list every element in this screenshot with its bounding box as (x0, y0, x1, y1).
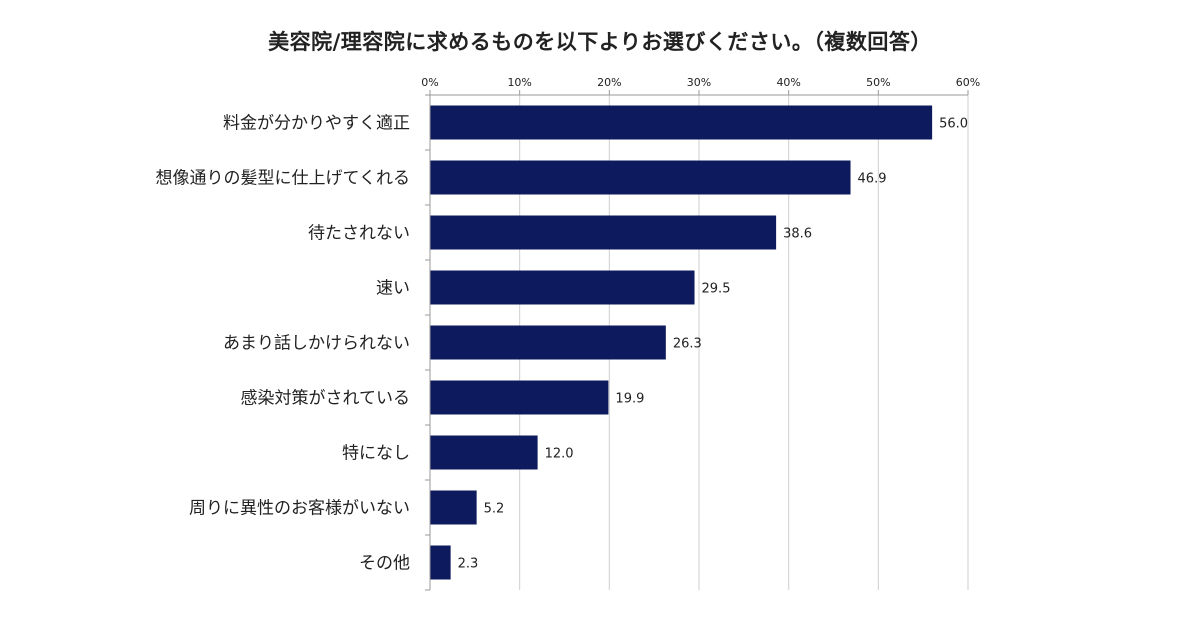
value-label: 56.0 (939, 117, 968, 132)
label-layer: 料金が分かりやすく適正 56.0 想像通りの髪型に仕上げてくれる 46.9 待たされない… (156, 114, 969, 574)
bar (430, 545, 451, 580)
bar (430, 435, 538, 470)
category-label: 周りに異性のお客様がいない (189, 499, 410, 519)
x-tick-label: 60% (956, 76, 980, 89)
value-label: 19.9 (615, 392, 644, 407)
category-label: 想像通りの髪型に仕上げてくれる (156, 169, 411, 189)
category-label: あまり話しかけられない (223, 334, 410, 354)
x-tick-label: 50% (866, 76, 890, 89)
bar-layer (430, 105, 933, 580)
value-label: 5.2 (484, 502, 505, 517)
value-label: 12.0 (545, 447, 574, 462)
chart-title: 美容院/理容院に求めるものを以下よりお選びください。（複数回答） (268, 30, 932, 54)
category-label: 特になし (342, 444, 410, 464)
bar (430, 160, 851, 195)
bar (430, 215, 777, 250)
bar (430, 105, 933, 140)
bar (430, 270, 695, 305)
value-label: 38.6 (783, 227, 812, 242)
x-tick-label: 0% (421, 76, 438, 89)
category-label: その他 (359, 554, 410, 574)
value-label: 2.3 (458, 557, 479, 572)
axis-layer: 0% 10% 20% 30% 40% 50% 60% (421, 76, 980, 591)
bar (430, 380, 609, 415)
category-label: 感染対策がされている (241, 389, 411, 409)
category-label: 料金が分かりやすく適正 (223, 114, 410, 134)
x-tick-label: 40% (776, 76, 800, 89)
category-label: 待たされない (308, 224, 410, 244)
value-label: 46.9 (858, 172, 887, 187)
category-label: 速い (376, 279, 410, 299)
value-label: 29.5 (702, 282, 731, 297)
value-label: 26.3 (673, 337, 702, 352)
bar (430, 490, 477, 525)
x-tick-label: 30% (687, 76, 711, 89)
bar (430, 325, 666, 360)
x-tick-label: 10% (507, 76, 531, 89)
x-tick-label: 20% (597, 76, 621, 89)
